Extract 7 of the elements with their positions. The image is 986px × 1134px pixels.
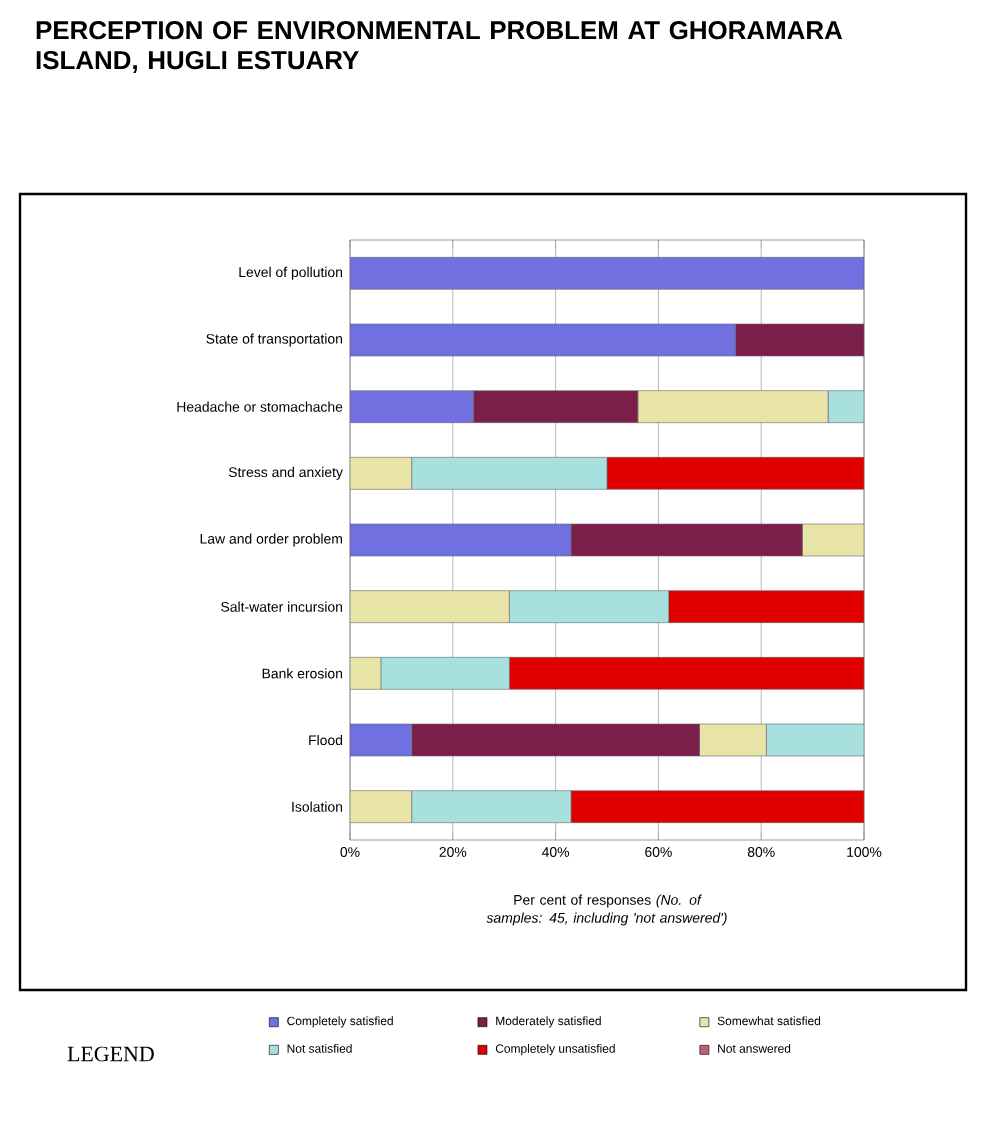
bar [350,257,865,290]
chart-title: PERCEPTION OF ENVIRONMENTAL PROBLEM AT GHORAMARA ISLAND, HUGLI ESTUARY [36,21,843,73]
bar [570,523,803,557]
bar [735,323,865,357]
legend-title: LEGEND [67,1046,154,1062]
bar [411,723,700,757]
bar [473,390,639,423]
